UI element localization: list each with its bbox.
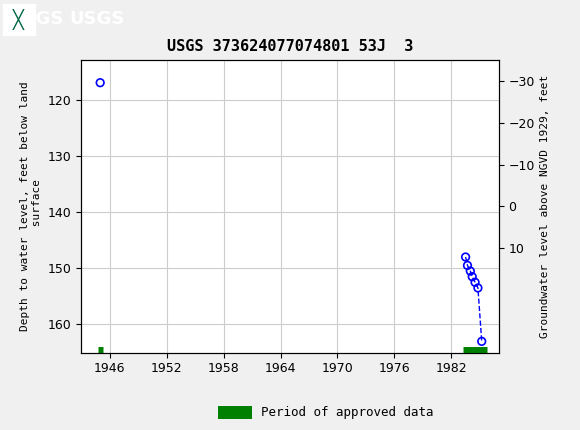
Text: USGS 373624077074801 53J  3: USGS 373624077074801 53J 3	[167, 39, 413, 54]
Text: USGS: USGS	[70, 10, 125, 28]
FancyBboxPatch shape	[3, 4, 35, 35]
Y-axis label: Groundwater level above NGVD 1929, feet: Groundwater level above NGVD 1929, feet	[541, 75, 550, 338]
Text: USGS: USGS	[9, 10, 64, 28]
Point	[96, 79, 105, 86]
Y-axis label: Depth to water level, feet below land
 surface: Depth to water level, feet below land su…	[20, 82, 42, 331]
Text: Period of approved data: Period of approved data	[261, 406, 433, 419]
Point	[473, 285, 483, 292]
Point	[463, 262, 472, 269]
Text: ╳: ╳	[13, 9, 24, 30]
Point	[477, 338, 487, 345]
Point	[467, 273, 477, 280]
FancyBboxPatch shape	[218, 406, 252, 419]
Point	[470, 279, 480, 286]
Point	[466, 267, 475, 274]
Point	[461, 254, 470, 261]
